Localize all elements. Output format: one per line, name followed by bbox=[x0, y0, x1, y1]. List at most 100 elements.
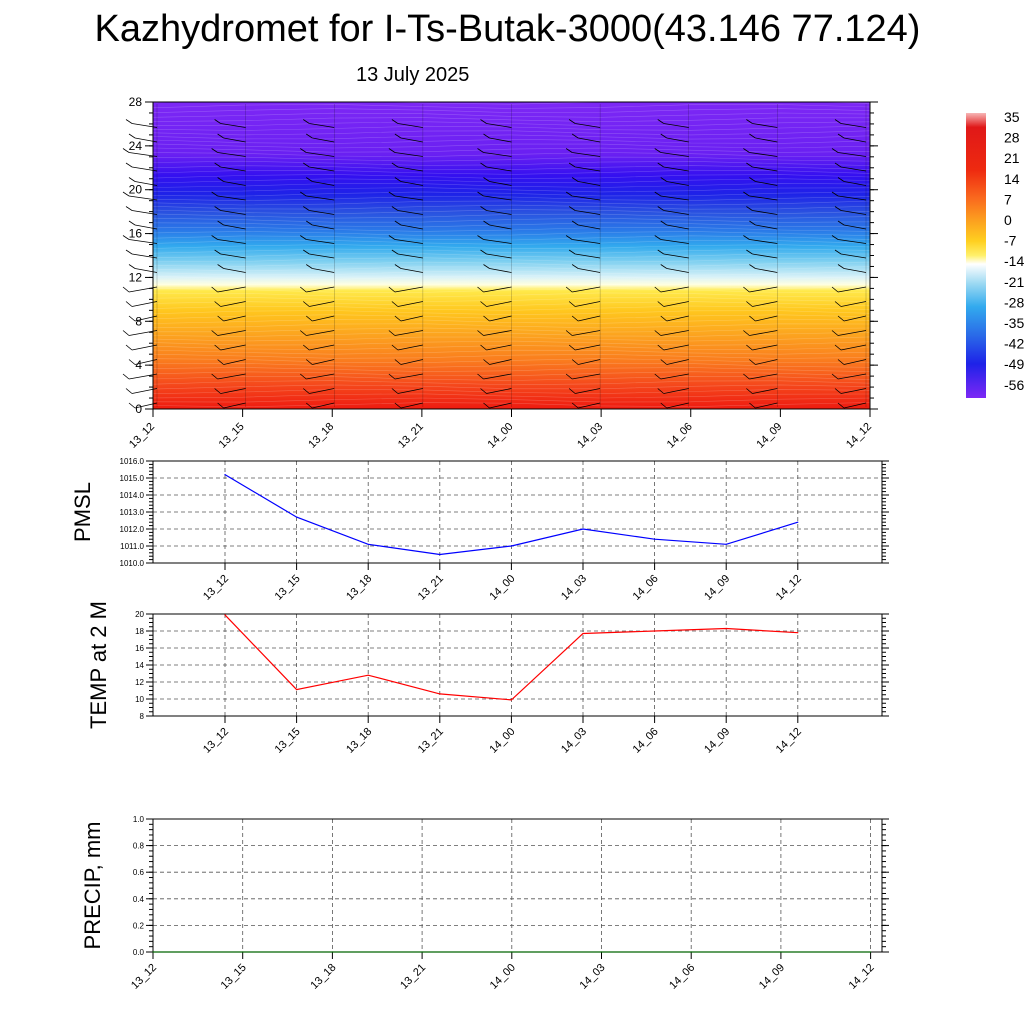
wind-barb bbox=[223, 402, 246, 409]
wind-barb bbox=[394, 330, 423, 336]
wind-barb bbox=[220, 210, 246, 215]
heatmap-field bbox=[153, 102, 870, 409]
xtick-label: 13_21 bbox=[398, 962, 428, 992]
colorbar-label: -21 bbox=[1004, 274, 1024, 290]
contour-line bbox=[152, 305, 871, 311]
wind-barb-flag bbox=[568, 162, 576, 168]
wind-barb-flag bbox=[122, 148, 130, 153]
wind-barb bbox=[578, 181, 601, 186]
xtick-label: 13_15 bbox=[219, 962, 249, 992]
wind-barb bbox=[217, 330, 246, 336]
ytick-label: 1016.0 bbox=[120, 457, 145, 466]
wind-barb bbox=[660, 152, 689, 157]
colorbar-strip bbox=[966, 113, 986, 398]
wind-barb-flag bbox=[743, 235, 750, 240]
wind-barb-flag bbox=[746, 249, 753, 255]
wind-barb-flag bbox=[568, 119, 576, 124]
chart-subtitle: 13 July 2025 bbox=[356, 64, 470, 86]
contour-line bbox=[152, 318, 871, 324]
wind-barb-flag bbox=[568, 344, 576, 351]
wind-barb bbox=[666, 268, 689, 273]
wind-barb bbox=[400, 268, 423, 273]
wind-barb bbox=[400, 224, 423, 230]
wind-barb-flag bbox=[125, 344, 133, 351]
ytick-label: 14 bbox=[135, 661, 144, 670]
wind-barb bbox=[397, 388, 423, 394]
contour-line bbox=[152, 222, 871, 228]
ytick-label: 1.0 bbox=[133, 815, 145, 824]
wind-barb-flag bbox=[211, 191, 218, 197]
wind-barb-flag bbox=[300, 148, 307, 153]
wind-barb-flag bbox=[214, 344, 221, 351]
wind-barb-flag bbox=[214, 119, 221, 124]
contour-line bbox=[152, 274, 871, 280]
wind-barb-flag bbox=[483, 264, 490, 269]
wind-barb bbox=[400, 181, 423, 186]
wind-barb-flag bbox=[128, 264, 136, 269]
wind-barb-flag bbox=[483, 133, 490, 139]
wind-barb bbox=[572, 195, 601, 201]
ytick-label: 10 bbox=[135, 695, 144, 704]
wind-barb bbox=[394, 286, 423, 293]
data-point bbox=[725, 627, 727, 630]
wind-barb-flag bbox=[211, 330, 218, 336]
wind-barb-flag bbox=[834, 301, 842, 307]
y-axis-label: PMSL bbox=[70, 482, 95, 542]
wind-barb bbox=[578, 402, 601, 409]
contour-line bbox=[152, 244, 871, 250]
wind-barb-flag bbox=[654, 330, 662, 336]
wind-barb-flag bbox=[217, 220, 224, 226]
wind-barb bbox=[128, 195, 158, 201]
wind-barb-flag bbox=[834, 249, 842, 255]
wind-barb-flag bbox=[743, 191, 750, 197]
wind-barb bbox=[840, 210, 867, 215]
colorbar-label: -35 bbox=[1004, 315, 1024, 331]
wind-barb-flag bbox=[657, 249, 664, 255]
wind-barb bbox=[309, 388, 335, 394]
contour-line bbox=[152, 156, 871, 162]
wind-barb-flag bbox=[480, 162, 487, 168]
colorbar-label: 35 bbox=[1004, 109, 1020, 125]
wind-barb bbox=[666, 137, 689, 143]
wind-barb bbox=[752, 210, 778, 215]
wind-barb-flag bbox=[660, 315, 668, 322]
wind-barb-flag bbox=[480, 119, 487, 124]
xtick-label: 14_12 bbox=[774, 726, 804, 756]
contour-line bbox=[152, 257, 871, 263]
ytick-label: 8 bbox=[140, 712, 145, 721]
wind-barb bbox=[578, 315, 601, 322]
contour-line bbox=[152, 196, 871, 202]
wind-barb-flag bbox=[303, 119, 310, 124]
wind-barb bbox=[749, 330, 778, 336]
wind-barb-flag bbox=[217, 177, 224, 182]
data-point bbox=[439, 693, 441, 695]
xtick-label: 14_03 bbox=[559, 573, 589, 603]
xtick-label: 14_12 bbox=[847, 962, 877, 992]
xtick-label: 13_12 bbox=[201, 726, 231, 756]
wind-barb-flag bbox=[834, 344, 842, 351]
data-point bbox=[242, 951, 244, 953]
wind-barb-flag bbox=[654, 373, 662, 380]
wind-barb bbox=[489, 224, 512, 230]
wind-barb-flag bbox=[128, 220, 136, 226]
wind-barb-flag bbox=[306, 177, 313, 182]
wind-barb-flag bbox=[483, 359, 490, 365]
wind-barb-flag bbox=[299, 286, 307, 293]
ytick-label: 0.4 bbox=[133, 895, 145, 904]
wind-barb bbox=[400, 402, 423, 409]
wind-barb bbox=[572, 373, 601, 380]
wind-barb-flag bbox=[565, 373, 573, 380]
wind-barb-flag bbox=[394, 402, 402, 409]
ytick-label: 1012.0 bbox=[120, 525, 145, 534]
contour-line bbox=[152, 397, 871, 403]
data-point bbox=[296, 689, 298, 691]
contour-line bbox=[152, 292, 871, 298]
wind-barb-flag bbox=[746, 301, 753, 307]
wind-barb-flag bbox=[303, 162, 310, 168]
contour-line bbox=[152, 301, 871, 307]
wind-barb bbox=[217, 195, 246, 201]
xtick-label: 13_12 bbox=[201, 573, 231, 603]
wind-barb-flag bbox=[831, 373, 839, 380]
contour-line bbox=[152, 209, 871, 215]
wind-barb bbox=[489, 315, 512, 322]
